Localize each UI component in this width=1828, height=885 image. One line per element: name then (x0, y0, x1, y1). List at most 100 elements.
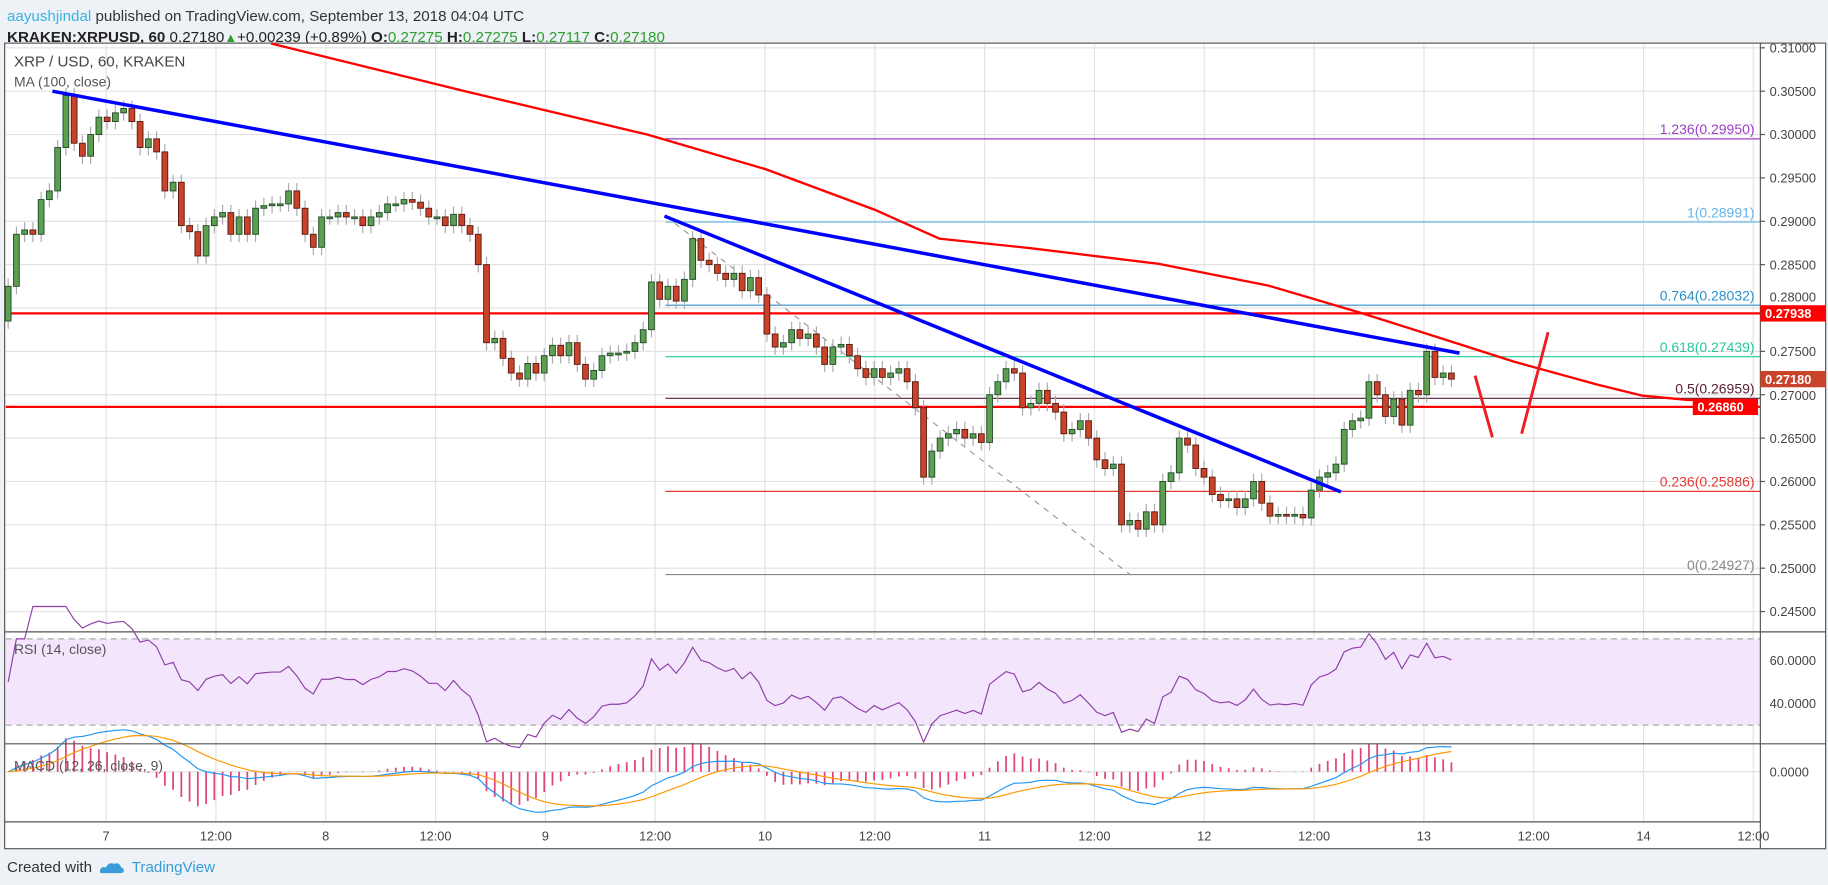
fib-level-label: 0.618(0.27439) (1660, 339, 1755, 355)
last-price-badge-text: 0.27180 (1765, 372, 1811, 387)
candle-body (697, 238, 705, 261)
candle-body (821, 346, 828, 365)
bullish-candle (392, 196, 400, 212)
author-link[interactable]: aayushjindal (6, 6, 92, 25)
bearish-candle (1060, 404, 1068, 442)
candle-body (796, 329, 804, 339)
bullish-candle (1109, 456, 1117, 477)
price-tick-label: 0.26500 (1770, 431, 1816, 446)
symbol-quote-bar: KRAKEN:XRPUSD, 60 0.27180▲+0.00239 (+0.8… (7, 28, 665, 45)
candle-body (977, 433, 985, 443)
bearish-candle (1283, 506, 1290, 524)
close-value: 0.27180 (610, 27, 665, 46)
low-value: 0.27117 (536, 27, 590, 46)
bullish-candle (730, 265, 738, 288)
candle-body (334, 212, 342, 218)
candle-body (730, 272, 738, 280)
candle-body (392, 203, 400, 207)
bearish-candle (1266, 495, 1274, 524)
candle-body (1258, 481, 1266, 504)
low-label: L: (521, 27, 537, 46)
candle-body (903, 368, 911, 383)
bearish-candle (1373, 373, 1381, 403)
bearish-candle (293, 183, 301, 217)
candles (4, 87, 1455, 537)
price-change: +0.00239 (+0.89%) (237, 27, 367, 46)
bullish-candle (491, 330, 499, 351)
candle-body (714, 264, 721, 274)
bearish-candle (532, 355, 540, 381)
bullish-candle (986, 386, 993, 451)
candle-body (1060, 411, 1068, 435)
bearish-candle (177, 174, 185, 234)
candle-body (573, 342, 581, 365)
candle-body (46, 190, 53, 201)
tradingview-cloud-icon (99, 862, 124, 873)
bearish-candle (1217, 486, 1224, 509)
candle-body (318, 216, 325, 248)
candle-body (771, 333, 779, 348)
candle-body (136, 121, 144, 149)
candle-body (1192, 444, 1200, 469)
price-chart[interactable]: 1.236(0.29950)1(0.28991)0.764(0.28032)0.… (0, 0, 1828, 851)
bearish-candle (846, 336, 853, 364)
candle-body (1365, 381, 1373, 419)
bullish-candle (664, 278, 672, 308)
candle-body (1167, 472, 1175, 482)
candle-body (62, 95, 70, 149)
candle-body (870, 368, 878, 378)
candle-body (112, 112, 119, 122)
bullish-candle (210, 209, 218, 234)
candle-body (1002, 368, 1010, 383)
bullish-candle (681, 271, 688, 309)
bearish-candle (309, 226, 317, 256)
candle-body (276, 203, 284, 207)
candle-body (285, 190, 292, 205)
candle-body (4, 285, 12, 322)
bearish-candle (301, 200, 309, 243)
bullish-candle (590, 362, 598, 387)
bullish-candle (1340, 421, 1348, 472)
price-tick-label: 0.28000 (1770, 290, 1816, 305)
fib-level-label: 0.764(0.28032) (1660, 288, 1755, 304)
candle-body (450, 213, 457, 227)
bearish-candle (1192, 437, 1200, 477)
bearish-candle (903, 360, 911, 390)
bearish-candle (425, 200, 433, 225)
bullish-candle (1175, 430, 1183, 481)
price-tick-label: 0.31000 (1770, 40, 1816, 55)
candle-body (21, 229, 29, 235)
candle-body (532, 363, 540, 374)
candle-body (227, 212, 235, 235)
candle-body (145, 138, 152, 149)
ma-legend: MA (100, close) (14, 73, 111, 89)
bullish-candle (351, 209, 358, 225)
bullish-candle (1307, 482, 1315, 526)
trendline (663, 214, 1342, 494)
candle-body (887, 372, 894, 378)
bearish-candle (507, 350, 515, 381)
bullish-candle (367, 209, 375, 234)
bearish-candle (483, 256, 490, 351)
candle-body (1324, 472, 1332, 478)
candle-body (29, 229, 37, 235)
fib-level-label: 1.236(0.29950) (1660, 121, 1755, 137)
price-tick-label: 0.27000 (1770, 388, 1816, 403)
bullish-candle (334, 204, 342, 225)
price-tick-label: 0.29500 (1770, 171, 1816, 186)
bullish-candle (145, 131, 152, 156)
macd-line (7, 729, 1452, 813)
candle-body (1076, 420, 1084, 430)
last-price-badge (1760, 370, 1826, 388)
tradingview-brand-link[interactable]: TradingView (131, 858, 216, 876)
bearish-candle (1208, 469, 1216, 503)
candle-body (928, 450, 936, 478)
bullish-candle (994, 373, 1002, 403)
candle-body (1266, 502, 1274, 517)
rsi-tick-label: 60.0000 (1770, 653, 1816, 668)
bearish-candle (1431, 343, 1439, 386)
bullish-candle (1250, 473, 1257, 507)
publish-info: aayushjindal published on TradingView.co… (7, 7, 524, 24)
bearish-candle (862, 360, 870, 386)
